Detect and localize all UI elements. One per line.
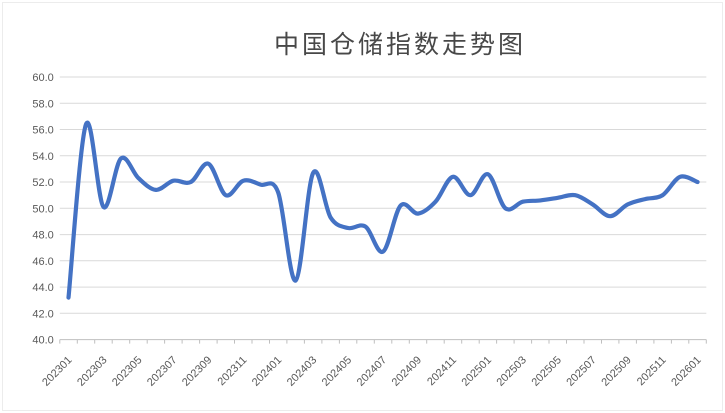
y-tick-label: 48.0 (32, 230, 53, 242)
x-tick-label: 202403 (285, 354, 319, 388)
y-tick-label: 56.0 (32, 125, 53, 137)
y-tick-label: 46.0 (32, 256, 53, 268)
chart-title: 中国仓储指数走势图 (273, 30, 526, 59)
x-tick-label: 202503 (494, 354, 528, 388)
x-tick-label: 202311 (216, 354, 250, 388)
x-tick-label: 202303 (75, 354, 109, 388)
x-tick-label: 202409 (390, 354, 424, 388)
y-tick-label: 60.0 (32, 72, 53, 84)
x-tick-label: 202511 (635, 354, 669, 388)
y-tick-label: 54.0 (32, 151, 53, 163)
y-tick-label: 50.0 (32, 203, 53, 215)
data-line-series (66, 120, 700, 300)
x-tick-label: 202309 (180, 354, 214, 388)
y-tick-label: 44.0 (32, 282, 53, 294)
y-tick-label: 58.0 (32, 98, 53, 110)
x-tick-label: 202401 (250, 354, 284, 388)
x-tick-label: 202405 (320, 354, 354, 388)
x-tick-label: 202407 (355, 354, 389, 388)
y-tick-label: 52.0 (32, 177, 53, 189)
y-tick-label: 42.0 (32, 308, 53, 320)
x-tick-label: 202411 (425, 354, 459, 388)
y-tick-label: 40.0 (32, 335, 53, 347)
x-tick-label: 202601 (669, 354, 703, 388)
x-tick-label: 202501 (460, 354, 494, 388)
x-tick-label: 202505 (529, 354, 563, 388)
x-tick-label: 202307 (145, 354, 179, 388)
x-tick-label: 202305 (110, 354, 144, 388)
x-tick-label: 202509 (599, 354, 633, 388)
x-tick-label: 202507 (564, 354, 598, 388)
x-tick-label: 202301 (40, 354, 74, 388)
